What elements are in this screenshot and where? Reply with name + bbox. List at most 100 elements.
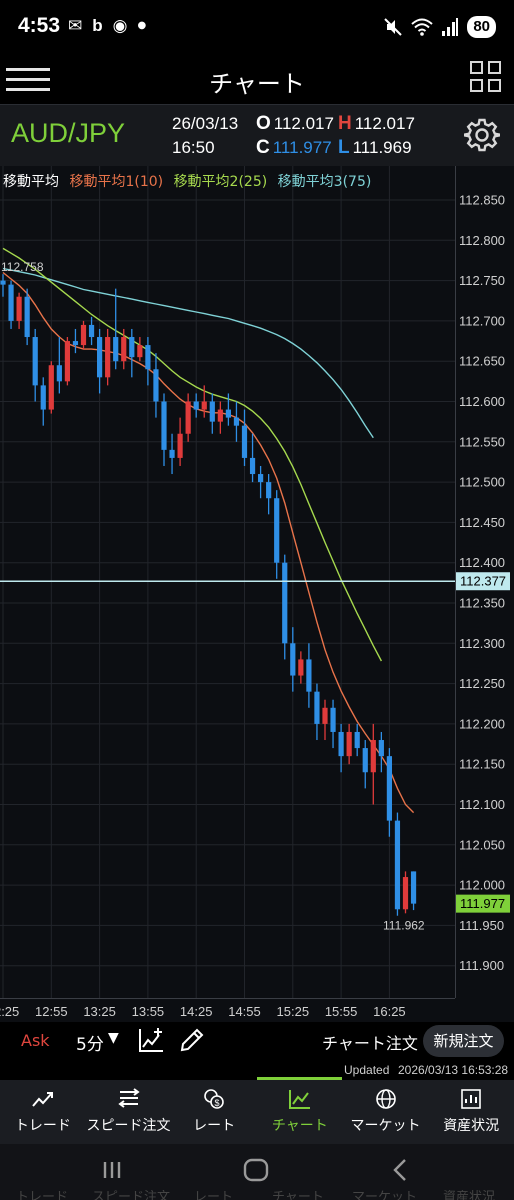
- low-annotation: 111.962: [383, 919, 425, 933]
- close-value: C 111.977: [256, 137, 332, 158]
- nav-rate[interactable]: $ レート: [171, 1080, 257, 1144]
- candle-body: [378, 740, 384, 757]
- candle-body: [105, 337, 111, 378]
- candle-body: [80, 324, 87, 346]
- back-icon[interactable]: [390, 1158, 410, 1188]
- add-indicator-icon[interactable]: [137, 1026, 165, 1054]
- chevron-down-icon[interactable]: ▼: [108, 1030, 119, 1046]
- y-tick-label: 112.700: [459, 313, 505, 328]
- y-tick-label: 112.850: [459, 193, 505, 208]
- nav-label: トレード: [14, 1118, 71, 1134]
- currency-pair[interactable]: AUD/JPY: [11, 118, 126, 148]
- candle-date: 26/03/13: [172, 114, 239, 133]
- y-tick-label: 112.300: [459, 636, 505, 651]
- assets-icon: [461, 1089, 481, 1109]
- candle-body: [137, 345, 143, 358]
- candle-body: [266, 482, 272, 499]
- y-tick-label: 112.000: [459, 878, 505, 893]
- chart-order-button[interactable]: チャート注文: [322, 1034, 418, 1053]
- x-tick-label: 15:55: [325, 1004, 358, 1019]
- chart-area[interactable]: 112.850 112.800 112.750 112.700 112.650 112.6…: [0, 166, 514, 1022]
- nav-chart[interactable]: チャート: [257, 1080, 343, 1144]
- candle-body: [314, 691, 320, 724]
- battery-indicator: 80: [467, 16, 496, 38]
- ma1-legend: 移動平均1(10): [69, 174, 164, 190]
- y-tick-label: 112.500: [459, 475, 505, 490]
- nav-trade[interactable]: トレード: [0, 1080, 86, 1144]
- candle-body: [386, 756, 392, 821]
- ghost-nav-label: 資産状況: [443, 1190, 496, 1200]
- ask-toggle[interactable]: Ask: [21, 1031, 50, 1050]
- candle-body: [306, 659, 312, 692]
- ghost-nav-row: トレード スピード注文 レート チャート マーケット 資産状況: [0, 1190, 514, 1200]
- high-annotation: 112.758: [1, 260, 44, 274]
- currency-coins-icon: $: [204, 1089, 224, 1109]
- candle-body: [97, 337, 103, 378]
- globe-icon: [375, 1089, 396, 1109]
- grid-layout-icon[interactable]: [470, 61, 502, 93]
- pencil-draw-icon[interactable]: [178, 1026, 206, 1054]
- updated-time: 2026/03/13 16:53:28: [398, 1063, 509, 1077]
- candle-body: [410, 871, 417, 904]
- x-tick-label: 15:25: [277, 1004, 310, 1019]
- nav-label: レート: [193, 1118, 236, 1134]
- timeframe-select[interactable]: 5分: [76, 1035, 104, 1055]
- price-line-label: 112.377: [460, 574, 506, 589]
- candle-body: [290, 643, 296, 676]
- nav-assets[interactable]: 資産状況: [428, 1080, 514, 1144]
- updated-label: Updated: [344, 1063, 390, 1077]
- nav-speed-order[interactable]: スピード注文: [86, 1080, 172, 1144]
- candle-body: [169, 449, 175, 458]
- candle-body: [258, 474, 264, 483]
- candle-body: [241, 425, 248, 458]
- ma-legend-title: 移動平均: [3, 174, 59, 190]
- candle-body: [145, 345, 151, 370]
- candle-body: [249, 457, 256, 475]
- menu-icon[interactable]: [6, 68, 50, 92]
- y-tick-label: 112.050: [459, 837, 505, 852]
- ghost-nav-label: スピード注文: [92, 1190, 171, 1200]
- y-tick-label: 112.150: [459, 757, 505, 772]
- candle-body: [338, 731, 344, 757]
- candle-time: 16:50: [172, 138, 215, 157]
- home-icon[interactable]: [243, 1158, 269, 1188]
- candle-body: [72, 341, 79, 346]
- x-tick-label: 12:25: [0, 1004, 19, 1019]
- recent-apps-icon[interactable]: [100, 1158, 124, 1188]
- ma3-legend: 移動平均3(75): [277, 174, 372, 190]
- ghost-nav-label: レート: [194, 1190, 234, 1200]
- candle-body: [48, 365, 54, 410]
- candle-body: [16, 296, 22, 321]
- open-value: O 112.017: [256, 113, 334, 134]
- candle-body: [161, 401, 167, 450]
- y-tick-label: 111.950: [459, 918, 504, 933]
- active-tab-indicator: [257, 1077, 342, 1080]
- candle-body: [330, 707, 336, 732]
- candle-body: [177, 433, 183, 458]
- price-axis-panel: [455, 166, 514, 1022]
- candle-body: [346, 731, 352, 757]
- candle-body: [121, 337, 127, 362]
- settings-gear-icon[interactable]: [464, 117, 500, 153]
- mail-icon: ✉: [68, 16, 83, 36]
- last-price-label: 111.977: [460, 896, 505, 911]
- candle-body: [113, 337, 119, 362]
- updated-row: Updated 2026/03/13 16:53:28: [0, 1060, 514, 1080]
- candle-body: [40, 385, 46, 410]
- new-order-button[interactable]: 新規注文: [423, 1025, 504, 1057]
- candlestick-chart[interactable]: 112.850 112.800 112.750 112.700 112.650 112.6…: [0, 166, 514, 1022]
- candle-body: [193, 401, 199, 410]
- chart-background: [0, 166, 514, 1022]
- chart-icon: [288, 1090, 310, 1109]
- x-tick-label: 14:25: [180, 1004, 213, 1019]
- line-icon: ◉: [112, 16, 128, 36]
- nav-market[interactable]: マーケット: [343, 1080, 429, 1144]
- status-time: 4:53: [18, 14, 61, 37]
- ma1-line: [2, 271, 415, 814]
- status-bar: 4:53 ✉ b ◉ ● 80: [0, 0, 514, 58]
- ma-legend: 移動平均 移動平均1(10) 移動平均2(25) 移動平均3(75): [3, 171, 377, 191]
- ghost-nav-label: トレード: [16, 1190, 69, 1200]
- y-tick-label: 112.800: [459, 233, 505, 248]
- ghost-nav-label: チャート: [272, 1190, 324, 1200]
- candle-body: [129, 337, 135, 358]
